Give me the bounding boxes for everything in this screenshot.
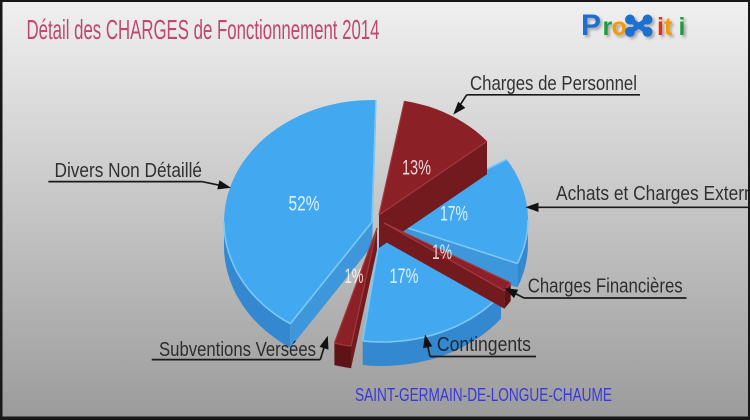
svg-text:t: t	[664, 13, 673, 41]
svg-text:Charges de Personnel: Charges de Personnel	[470, 72, 637, 95]
svg-text:o: o	[612, 13, 627, 41]
svg-text:Charges Financières: Charges Financières	[528, 274, 683, 297]
svg-text:Achats et Charges Externes: Achats et Charges Externes	[556, 182, 750, 205]
svg-text:52%: 52%	[289, 192, 320, 216]
svg-text:SAINT-GERMAIN-DE-LONGUE-CHAUME: SAINT-GERMAIN-DE-LONGUE-CHAUME	[355, 385, 612, 405]
svg-text:1%: 1%	[345, 264, 364, 288]
svg-text:17%: 17%	[440, 201, 468, 225]
svg-text:17%: 17%	[390, 264, 419, 288]
svg-text:P: P	[581, 9, 601, 42]
svg-text:i: i	[657, 13, 664, 41]
svg-text:r: r	[603, 13, 613, 41]
svg-text:Détail des CHARGES de Fonction: Détail des CHARGES de Fonctionnement 201…	[27, 14, 380, 45]
svg-text:Divers Non Détaillé: Divers Non Détaillé	[55, 159, 203, 182]
svg-text:1%: 1%	[432, 240, 452, 264]
svg-text:Contingents: Contingents	[437, 333, 531, 356]
svg-text:i: i	[679, 13, 686, 41]
svg-text:Subventions Versées: Subventions Versées	[159, 338, 316, 361]
svg-text:13%: 13%	[402, 155, 431, 179]
